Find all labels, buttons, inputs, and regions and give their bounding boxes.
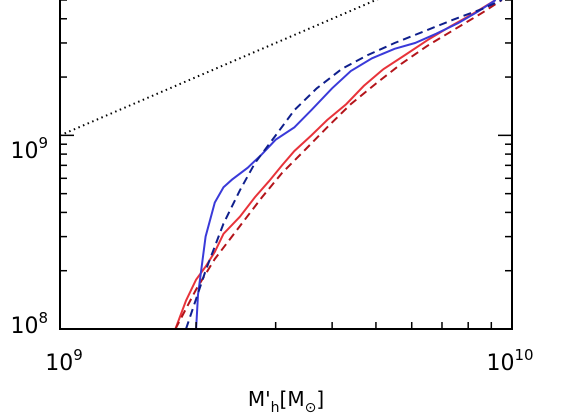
series-line-2	[174, 0, 497, 329]
series-line-3	[174, 0, 503, 329]
x-tick-label-1e10: 1010	[486, 346, 533, 376]
series-line-1	[60, 0, 379, 137]
y-tick-label-1e9: 109	[10, 134, 48, 164]
series-line-4	[195, 0, 497, 329]
tick-marks	[60, 0, 512, 330]
x-axis-label: M'h[M⊙]	[248, 387, 324, 416]
x-tick-label-1e9: 109	[45, 346, 83, 376]
plot-frame	[59, 0, 513, 330]
y-tick-label-1e8: 108	[10, 309, 48, 339]
series-line-5	[185, 0, 503, 329]
series-layer	[60, 0, 503, 329]
